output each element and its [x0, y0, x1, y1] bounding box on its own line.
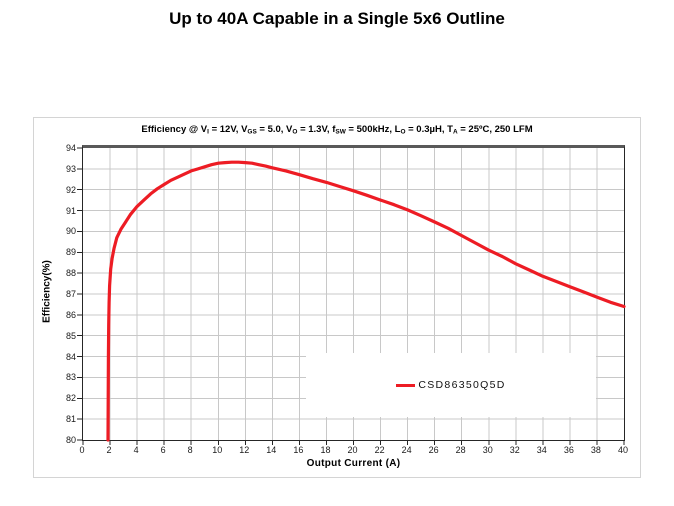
- y-tick-label: 82: [65, 393, 76, 404]
- efficiency-curve: [106, 160, 626, 442]
- chart-title-text: = 1.3V, f: [297, 124, 336, 135]
- y-tick-label: 81: [65, 414, 76, 425]
- y-tick-label: 90: [65, 226, 76, 237]
- x-axis-title: Output Current (A): [306, 458, 401, 469]
- x-tick-label: 10: [212, 445, 223, 455]
- y-tick-label: 80: [65, 435, 76, 445]
- chart-title-text: = 25ºC, 250 LFM: [457, 124, 533, 135]
- x-tick-label: 18: [320, 445, 331, 455]
- chart-title-subscript: O: [400, 128, 406, 136]
- x-tick-label: 24: [401, 445, 412, 455]
- legend-line-marker: [396, 383, 416, 387]
- x-tick-label: 32: [509, 445, 520, 455]
- chart-frame: Efficiency @ VI = 12V, VGS = 5.0, VO = 1…: [33, 117, 641, 478]
- x-tick-label: 20: [347, 445, 358, 455]
- chart-title-text: = 5.0, V: [256, 124, 293, 135]
- y-tick-label: 86: [65, 309, 76, 320]
- y-tick-label: 92: [65, 184, 76, 195]
- chart-title-text: = 0.3µH, T: [405, 124, 453, 135]
- x-tick-label: 22: [374, 445, 385, 455]
- y-tick-label: 87: [65, 289, 76, 299]
- chart-title-subscript: A: [452, 128, 458, 136]
- y-tick-label: 85: [65, 330, 76, 341]
- y-tick-label: 91: [65, 205, 76, 216]
- chart-title-subscript: I: [207, 128, 209, 136]
- chart-title-subscript: GS: [247, 128, 257, 136]
- x-tick-label: 8: [187, 445, 193, 455]
- chart-title-subscript: O: [292, 128, 298, 136]
- x-tick-label: 36: [563, 445, 574, 455]
- y-tick-label: 88: [65, 268, 76, 279]
- x-tick-label: 0: [79, 445, 85, 455]
- x-tick-label: 34: [536, 445, 547, 455]
- legend-series-label: CSD86350Q5D: [418, 379, 506, 391]
- chart-title: Efficiency @ VI = 12V, VGS = 5.0, VO = 1…: [34, 124, 640, 136]
- chart-title-text: = 12V, V: [208, 124, 248, 135]
- x-tick-label: 16: [293, 445, 304, 455]
- y-tick-label: 94: [65, 143, 76, 153]
- page-title: Up to 40A Capable in a Single 5x6 Outlin…: [169, 9, 505, 28]
- chart-title-text: = 500kHz, L: [345, 124, 401, 135]
- x-tick-label: 6: [160, 445, 166, 455]
- x-tick-label: 12: [239, 445, 250, 455]
- chart-title-subscript: SW: [335, 128, 346, 136]
- x-tick-label: 40: [617, 445, 628, 455]
- y-tick-label: 93: [65, 163, 76, 174]
- x-tick-label: 30: [482, 445, 493, 455]
- x-tick-label: 38: [590, 445, 601, 455]
- x-tick-label: 2: [106, 445, 112, 455]
- y-tick-label: 84: [65, 351, 76, 362]
- y-tick-label: 89: [65, 247, 76, 258]
- y-tick-label: 83: [65, 372, 76, 383]
- x-tick-label: 14: [266, 445, 277, 455]
- x-tick-label: 26: [428, 445, 439, 455]
- plot-area: CSD86350Q5D: [77, 145, 626, 445]
- legend: CSD86350Q5D: [306, 353, 596, 417]
- x-tick-label: 4: [133, 445, 139, 455]
- x-tick-label: 28: [455, 445, 466, 455]
- chart-title-text: Efficiency @ V: [141, 124, 208, 135]
